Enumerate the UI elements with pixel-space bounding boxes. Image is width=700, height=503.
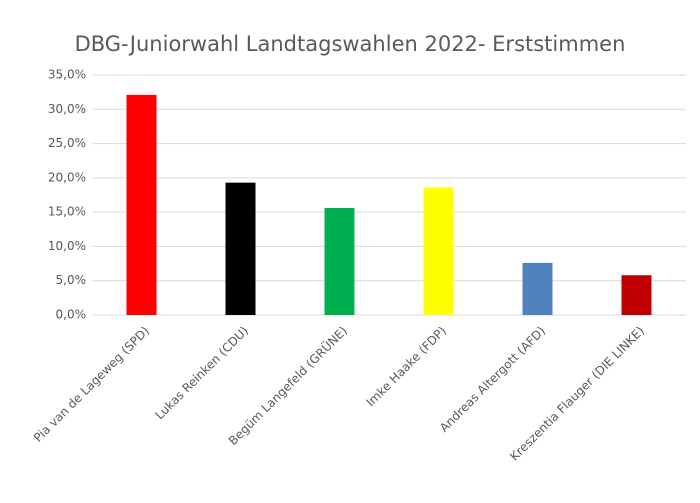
- y-tick-label: 0,0%: [56, 308, 87, 322]
- bar: [225, 182, 256, 315]
- y-tick-label: 10,0%: [48, 239, 86, 253]
- bar: [522, 262, 553, 315]
- bar: [621, 275, 652, 315]
- bar: [423, 187, 454, 315]
- y-tick-label: 25,0%: [48, 136, 86, 150]
- bar: [324, 208, 355, 315]
- bar: [126, 94, 157, 315]
- y-tick-label: 15,0%: [48, 205, 86, 219]
- y-tick-label: 30,0%: [48, 102, 86, 116]
- y-tick-label: 5,0%: [56, 273, 87, 287]
- y-tick-label: 35,0%: [48, 68, 86, 82]
- chart-title: DBG-Juniorwahl Landtagswahlen 2022- Erst…: [75, 32, 626, 56]
- y-tick-label: 20,0%: [48, 170, 86, 184]
